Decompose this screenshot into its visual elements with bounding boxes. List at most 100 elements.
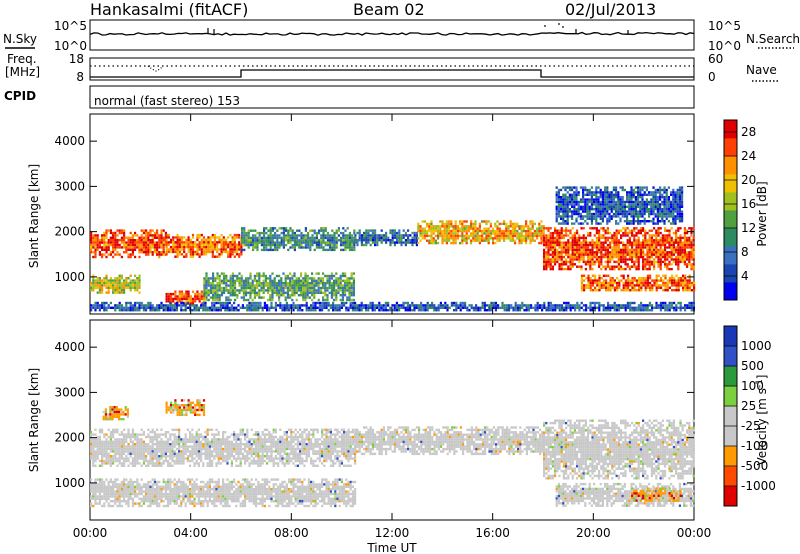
heatmap-cell xyxy=(142,306,145,309)
heatmap-cell xyxy=(653,284,656,287)
heatmap-cell xyxy=(568,196,571,199)
heatmap-cell xyxy=(417,225,420,228)
heatmap-cell xyxy=(626,253,629,256)
heatmap-cell xyxy=(620,258,623,261)
heatmap-cell xyxy=(109,277,112,280)
heatmap-cell xyxy=(131,246,134,249)
heatmap-cell xyxy=(472,227,475,230)
heatmap-cell xyxy=(611,234,614,237)
heatmap-cell xyxy=(98,281,101,285)
heatmap-cell xyxy=(160,231,163,235)
heatmap-cell xyxy=(238,289,241,292)
heatmap-cell xyxy=(598,258,601,261)
heatmap-cell xyxy=(158,309,161,312)
heatmap-cell xyxy=(105,286,108,289)
heatmap-cell xyxy=(92,241,95,244)
heatmap-cell xyxy=(622,248,625,252)
heatmap-cell xyxy=(129,279,132,282)
heatmap-cell xyxy=(212,291,215,294)
heatmap-cell xyxy=(385,241,388,244)
heatmap-cell xyxy=(330,286,333,290)
heatmap-cell xyxy=(234,274,237,278)
heatmap-cell xyxy=(231,284,234,287)
heatmap-cell xyxy=(367,304,370,307)
heatmap-cell xyxy=(278,274,281,278)
heatmap-cell xyxy=(282,241,285,244)
heatmap-cell xyxy=(421,229,424,233)
heatmap-cell xyxy=(664,286,667,289)
heatmap-cell xyxy=(333,294,336,297)
heatmap-cell xyxy=(567,241,570,244)
heatmap-cell xyxy=(492,229,495,233)
heatmap-cell xyxy=(156,231,159,235)
heatmap-cell xyxy=(348,248,351,252)
heatmap-cell xyxy=(94,255,97,259)
heatmap-cell xyxy=(165,250,168,254)
heatmap-cell xyxy=(244,306,247,309)
heatmap-cell xyxy=(202,295,206,298)
heatmap-cell xyxy=(116,251,119,254)
heatmap-cell xyxy=(566,198,569,201)
heatmap-cell xyxy=(582,215,585,218)
heatmap-cell xyxy=(623,212,626,216)
heatmap-cell xyxy=(684,277,687,280)
heatmap-cell xyxy=(580,255,583,259)
heatmap-cell xyxy=(677,265,680,268)
heatmap-cell xyxy=(335,296,338,299)
heatmap-cell xyxy=(670,243,673,247)
heatmap-cell xyxy=(105,248,108,251)
heatmap-cell xyxy=(565,309,568,312)
heatmap-cell xyxy=(431,301,434,305)
heatmap-cell xyxy=(233,245,236,249)
heatmap-cell xyxy=(249,289,252,292)
heatmap-cell xyxy=(156,309,159,312)
heatmap-cell xyxy=(639,200,642,204)
heatmap-cell xyxy=(138,239,141,242)
heatmap-cell xyxy=(615,186,618,189)
heatmap-cell xyxy=(180,309,183,312)
heatmap-cell xyxy=(131,234,134,237)
heatmap-cell xyxy=(233,301,236,305)
heatmap-cell xyxy=(308,291,311,294)
heatmap-cell xyxy=(670,251,673,254)
heatmap-cell xyxy=(341,284,344,287)
heatmap-cell xyxy=(353,248,356,252)
heatmap-cell xyxy=(346,234,349,237)
heatmap-cell xyxy=(637,188,640,192)
heatmap-cell xyxy=(313,282,316,285)
heatmap-cell xyxy=(129,246,132,249)
heatmap-cell xyxy=(103,241,106,244)
heatmap-cell xyxy=(176,236,179,239)
heatmap-cell xyxy=(593,241,596,244)
heatmap-cell xyxy=(503,222,506,226)
heatmap-cell xyxy=(554,304,557,307)
heatmap-cell xyxy=(573,193,576,196)
heatmap-cell xyxy=(589,279,592,282)
heatmap-cell xyxy=(651,286,654,289)
heatmap-cell xyxy=(589,231,592,235)
heatmap-cell xyxy=(659,263,662,266)
heatmap-cell xyxy=(657,234,660,237)
heatmap-cell xyxy=(306,284,309,287)
heatmap-cell xyxy=(598,246,601,249)
heatmap-cell xyxy=(445,232,448,235)
heatmap-cell xyxy=(630,191,633,194)
heatmap-cell xyxy=(246,309,249,312)
heatmap-cell xyxy=(266,304,269,307)
heatmap-cell xyxy=(485,227,488,230)
heatmap-cell xyxy=(582,198,585,201)
heatmap-cell xyxy=(568,188,571,192)
heatmap-cell xyxy=(520,227,523,230)
heatmap-cell xyxy=(340,239,343,242)
heatmap-cell xyxy=(648,229,651,232)
heatmap-cell xyxy=(196,238,199,242)
heatmap-cell xyxy=(589,309,592,312)
heatmap-cell xyxy=(282,286,285,290)
heatmap-cell xyxy=(483,301,486,305)
freq-label-1: Freq. xyxy=(7,52,37,66)
heatmap-cell xyxy=(178,238,181,242)
heatmap-cell xyxy=(626,248,629,252)
heatmap-cell xyxy=(595,227,598,230)
heatmap-cell xyxy=(260,231,263,235)
heatmap-cell xyxy=(475,304,478,307)
